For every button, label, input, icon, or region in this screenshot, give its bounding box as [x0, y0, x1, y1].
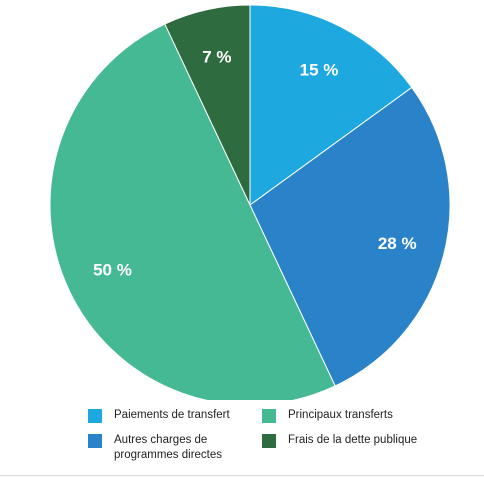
legend-label: Principaux transferts: [288, 409, 393, 421]
pie-slice-principaux-transferts: [49, 23, 336, 400]
slice-data-label: 15 %: [300, 61, 339, 80]
legend-swatch: [88, 409, 102, 423]
pie-slice-frais-de-la-dette-publique: [164, 4, 251, 206]
slice-data-label: 7 %: [202, 48, 231, 67]
legend-label: Paiements de transfert: [114, 409, 230, 421]
slice-data-label: 50 %: [93, 261, 132, 280]
legend-swatch: [262, 434, 276, 448]
pie-slice-paiements-de-transfert: [249, 4, 413, 206]
legend-item-paiements-de-transfert: Paiements de transfert: [88, 408, 262, 423]
legend-swatch: [262, 409, 276, 423]
legend-item-autres-charges: Autres charges de programmes directes: [88, 433, 262, 463]
legend-label: Autres charges de programmes directes: [114, 434, 223, 461]
pie-chart: 15 % 28 % 50 % 7 %: [49, 4, 451, 400]
pie-slice-autres-charges-de-programmes-directes: [249, 86, 451, 387]
slice-data-label: 28 %: [378, 234, 417, 253]
bottom-divider: [0, 475, 484, 476]
legend-item-principaux-transferts: Principaux transferts: [262, 408, 448, 423]
legend-label: Frais de la dette publique: [288, 434, 418, 446]
legend-swatch: [88, 434, 102, 448]
chart-legend: Paiements de transfert Principaux transf…: [88, 408, 448, 463]
legend-item-frais-de-la-dette: Frais de la dette publique: [262, 433, 448, 463]
